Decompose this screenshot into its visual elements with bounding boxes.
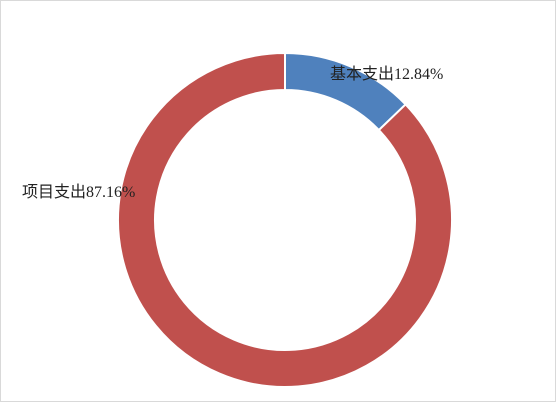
slice-value: 12.84% bbox=[394, 66, 443, 83]
slice-label: 基本支出12.84% bbox=[330, 65, 443, 83]
slice-name: 基本支出 bbox=[330, 65, 394, 83]
slice-label: 项目支出87.16% bbox=[22, 183, 135, 201]
slice-name: 项目支出 bbox=[22, 183, 86, 201]
slice-value: 87.16% bbox=[86, 184, 135, 201]
donut-slice bbox=[117, 51, 453, 388]
